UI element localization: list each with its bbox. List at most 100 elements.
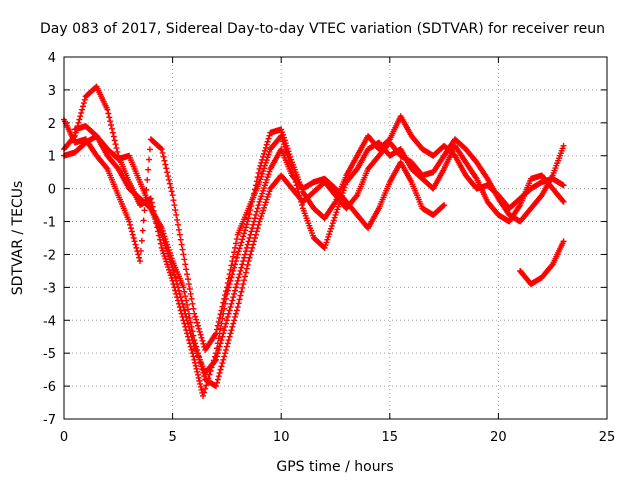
data-point — [257, 196, 264, 203]
data-point — [227, 304, 234, 311]
data-point — [173, 211, 180, 218]
data-point — [233, 236, 240, 243]
data-point — [222, 323, 229, 330]
data-point — [214, 376, 221, 383]
data-point — [222, 320, 229, 327]
y-tick-label: 1 — [48, 150, 56, 165]
data-point — [353, 193, 360, 200]
data-point — [259, 170, 266, 177]
data-point — [111, 137, 118, 144]
y-tick-label: -7 — [43, 413, 56, 428]
data-point — [283, 149, 290, 156]
data-point — [265, 171, 272, 178]
data-point — [226, 271, 233, 278]
data-point — [164, 248, 171, 255]
data-point — [213, 379, 220, 386]
data-point — [137, 258, 144, 265]
data-point — [252, 211, 259, 218]
data-point — [244, 241, 251, 248]
data-point — [109, 129, 116, 136]
data-point — [179, 246, 186, 253]
data-point — [236, 271, 243, 278]
x-tick-label: 25 — [599, 430, 616, 445]
data-point — [236, 296, 243, 303]
series-track-4 — [71, 123, 448, 376]
data-point — [195, 325, 202, 332]
data-point — [266, 148, 273, 155]
data-point — [180, 284, 187, 291]
data-point — [340, 187, 347, 194]
data-point — [234, 251, 241, 258]
data-point — [146, 156, 153, 163]
data-point — [203, 382, 210, 389]
data-point — [174, 216, 181, 223]
data-point — [235, 300, 242, 307]
data-point — [212, 357, 219, 364]
data-point — [194, 368, 201, 375]
data-point — [80, 100, 87, 107]
data-point — [261, 185, 268, 192]
data-point — [165, 266, 172, 273]
data-point — [137, 247, 144, 254]
data-point — [170, 197, 177, 204]
data-point — [175, 226, 182, 233]
data-point — [202, 385, 209, 392]
data-point — [180, 304, 187, 311]
y-tick-label: -3 — [43, 281, 56, 296]
data-point — [265, 191, 272, 198]
data-point — [176, 290, 183, 297]
data-point — [189, 300, 196, 307]
data-point — [223, 284, 230, 291]
data-point — [136, 254, 143, 261]
data-point — [184, 306, 191, 313]
data-point — [248, 248, 255, 255]
data-point — [193, 365, 200, 372]
data-point — [251, 215, 258, 222]
data-point — [242, 248, 249, 255]
data-point — [187, 290, 194, 297]
data-point — [216, 369, 223, 376]
data-point — [162, 161, 169, 168]
data-point — [158, 231, 165, 238]
data-point — [196, 328, 203, 335]
data-point — [221, 353, 228, 360]
data-point — [329, 220, 336, 227]
data-point — [157, 240, 164, 247]
data-point — [246, 235, 253, 241]
data-point — [241, 230, 248, 237]
data-point — [103, 164, 110, 171]
y-tick-label: -5 — [43, 347, 56, 362]
data-point — [226, 307, 233, 314]
data-point — [196, 377, 203, 384]
data-point — [173, 277, 180, 284]
y-tick-label: 2 — [48, 117, 56, 132]
data-point — [167, 184, 174, 191]
data-point — [266, 168, 273, 175]
data-point — [239, 284, 246, 291]
data-point — [263, 196, 270, 203]
data-point — [321, 244, 328, 251]
data-point — [162, 242, 169, 249]
data-point — [560, 182, 567, 189]
data-point — [178, 241, 185, 248]
data-point — [172, 274, 179, 281]
data-point — [229, 258, 236, 265]
data-point — [237, 242, 244, 249]
data-point — [280, 138, 287, 145]
data-point — [195, 374, 202, 381]
data-point — [252, 231, 259, 238]
data-point — [141, 207, 148, 214]
data-point — [333, 209, 340, 216]
data-point — [218, 363, 225, 370]
data-point — [260, 207, 267, 214]
data-point — [250, 241, 257, 248]
data-point — [254, 225, 261, 232]
data-point — [194, 322, 201, 329]
data-point — [242, 273, 248, 280]
data-point — [184, 301, 191, 308]
data-point — [327, 228, 334, 235]
data-point — [168, 261, 175, 268]
data-point — [190, 305, 197, 312]
data-point — [260, 187, 267, 194]
